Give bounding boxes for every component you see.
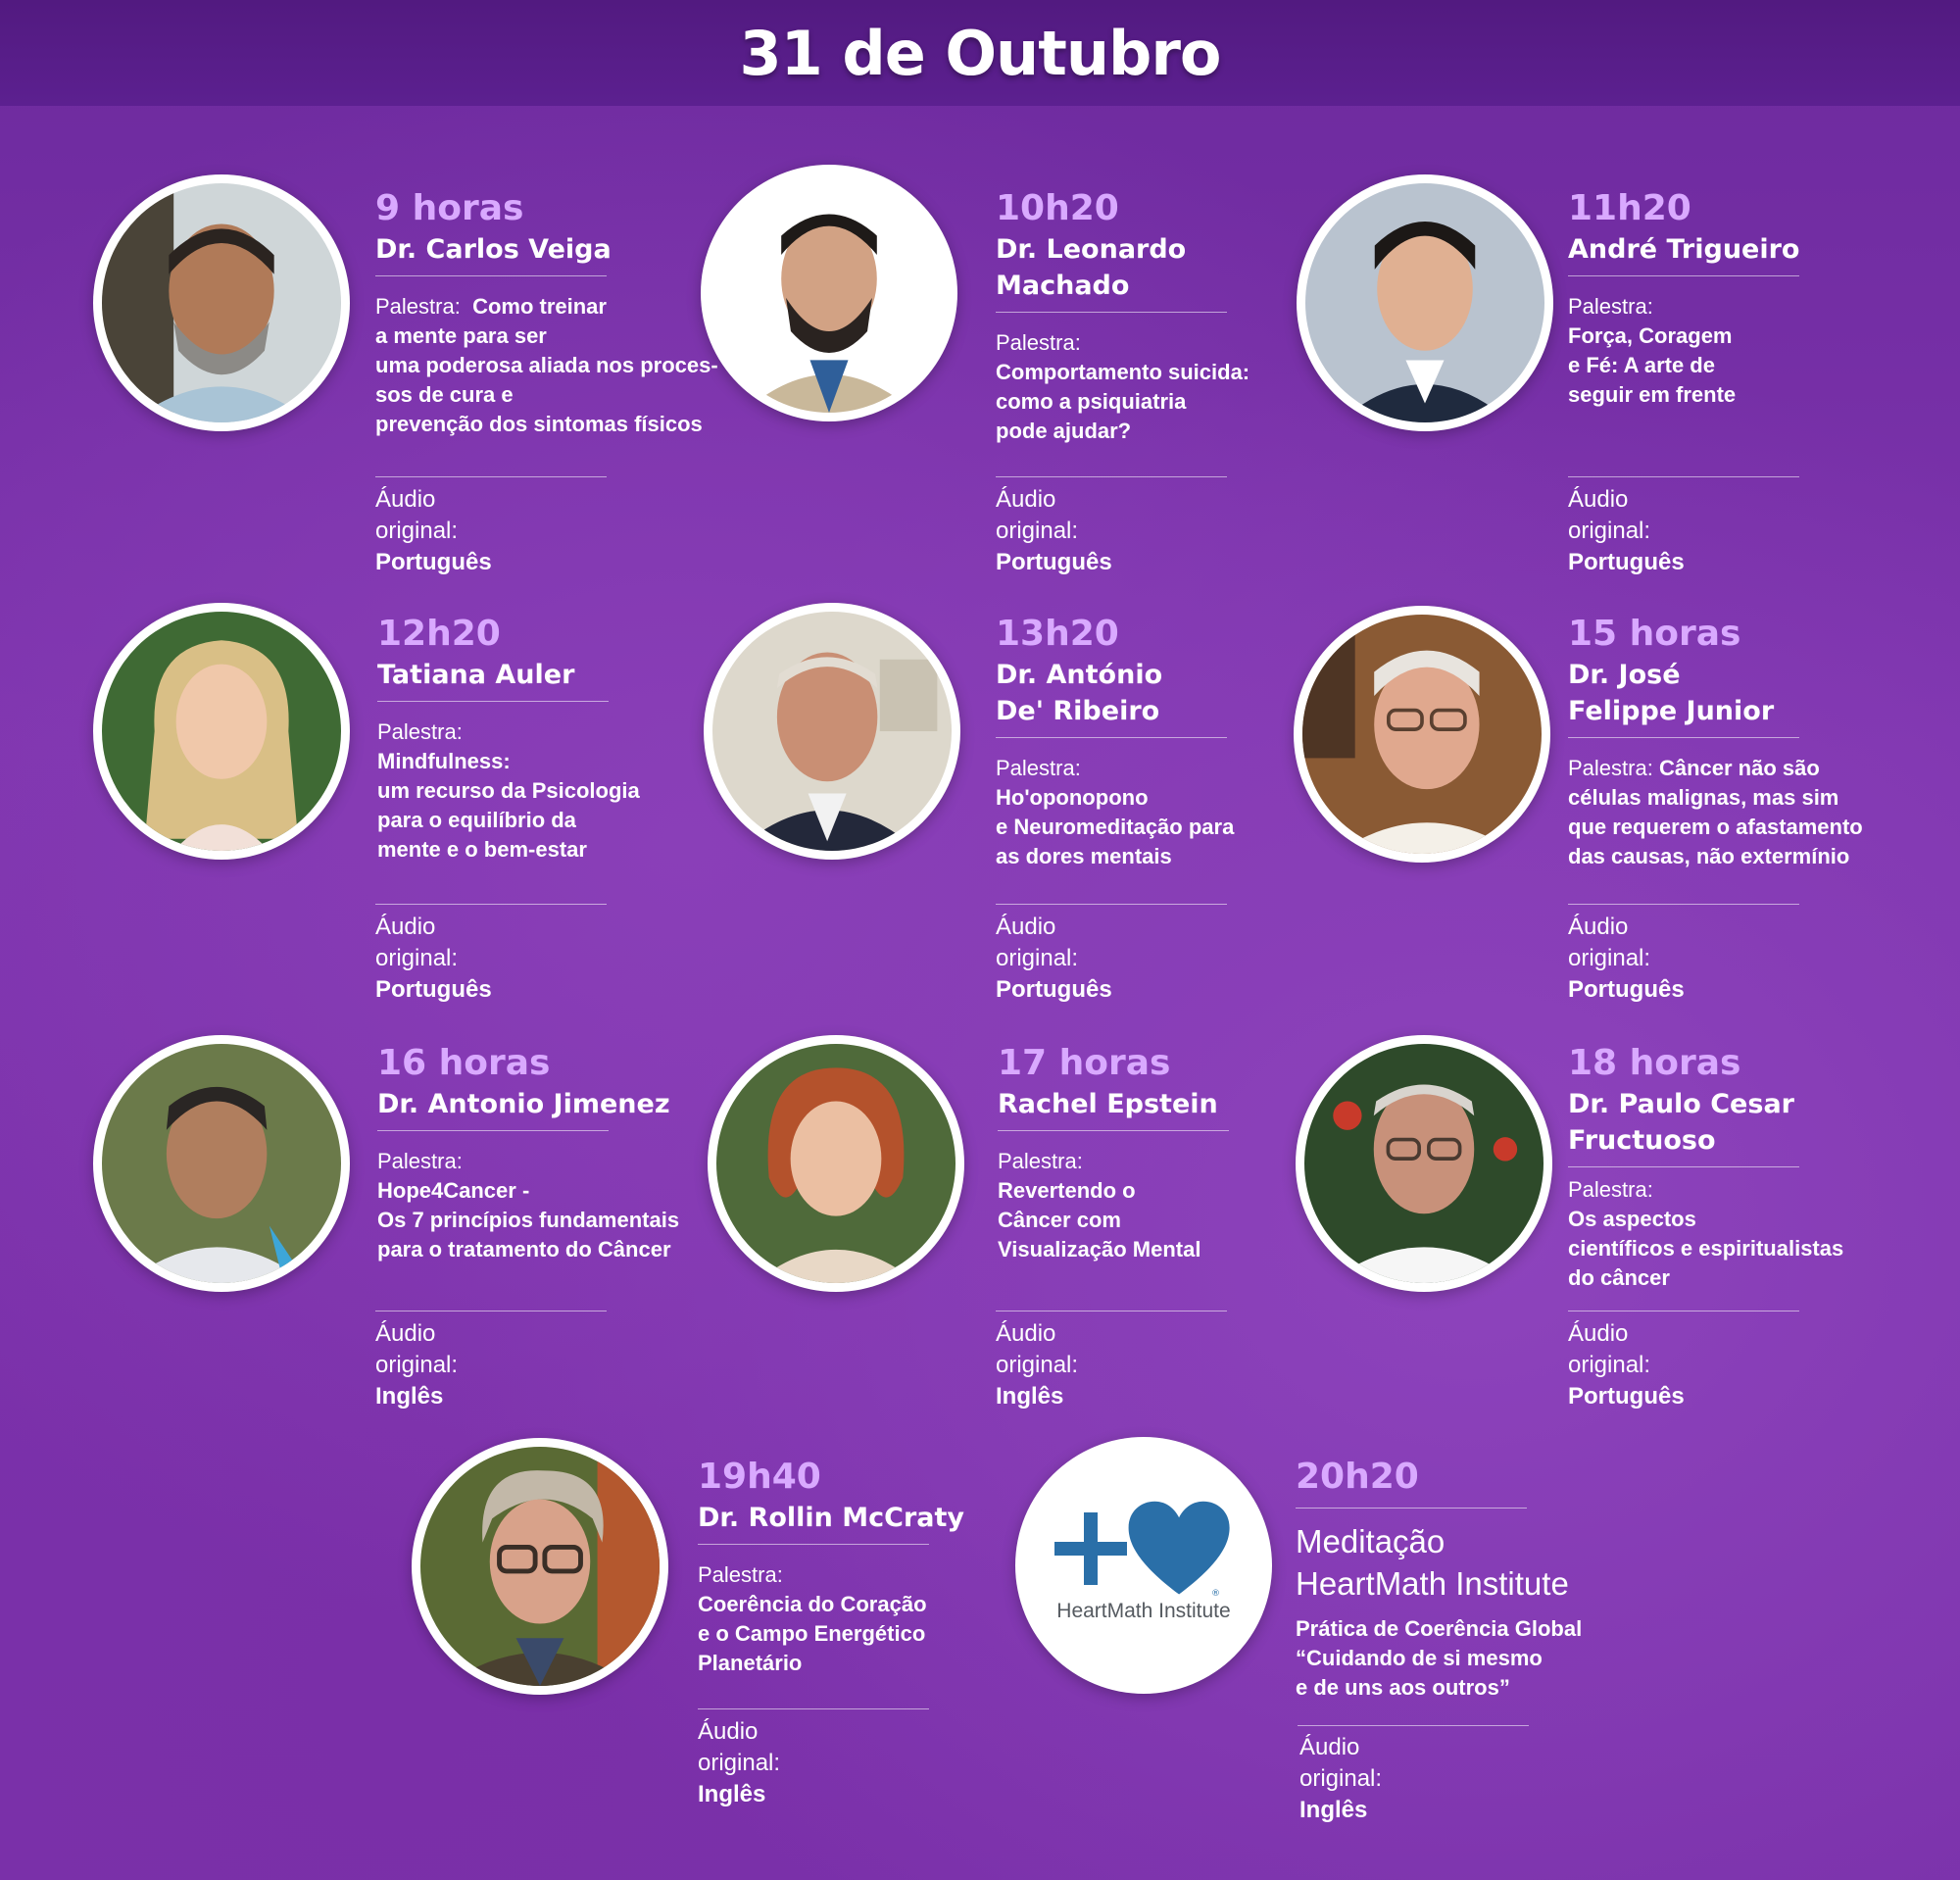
speaker-photo — [1297, 174, 1553, 431]
heartmath-logo: ® HeartMath Institute — [1015, 1437, 1272, 1694]
meditation-title: HeartMath Institute — [1296, 1565, 1569, 1602]
speaker-name: Dr. Rollin McCraty — [698, 1503, 964, 1533]
session-time: 10h20 — [996, 188, 1119, 228]
audio-language: Áudio original: Português — [375, 914, 492, 1003]
page-title: 31 de Outubro — [739, 17, 1221, 89]
session-time: 16 horas — [377, 1043, 551, 1083]
session-time: 12h20 — [377, 614, 501, 654]
divider — [1298, 1725, 1529, 1726]
lecture-description: Palestra: Força, Coragem e Fé: A arte de… — [1568, 294, 1737, 407]
divider — [375, 904, 607, 905]
speaker-photo — [93, 603, 350, 860]
lecture-description: Palestra: Hope4Cancer - Os 7 princípios … — [377, 1149, 680, 1262]
audio-language: Áudio original: Português — [996, 486, 1112, 575]
audio-language: Áudio original: Inglês — [996, 1320, 1079, 1410]
speaker-name: Felippe Junior — [1568, 696, 1775, 726]
audio-language: Áudio original: Inglês — [375, 1320, 459, 1410]
session-time: 17 horas — [998, 1043, 1171, 1083]
speaker-name: Dr. António — [996, 660, 1163, 690]
portrait-icon — [420, 1447, 660, 1686]
divider — [1568, 476, 1799, 477]
speaker-name: Rachel Epstein — [998, 1089, 1218, 1119]
heartmath-logo-icon: ® HeartMath Institute — [1054, 1501, 1231, 1622]
speaker-name: Fructuoso — [1568, 1125, 1716, 1156]
session-time: 18 horas — [1568, 1043, 1741, 1083]
registered-mark: ® — [1211, 1589, 1220, 1599]
portrait-icon — [712, 612, 952, 851]
portrait-icon — [1305, 183, 1544, 422]
speaker-photo — [704, 603, 960, 860]
speaker-name: Dr. Carlos Veiga — [375, 234, 612, 265]
speaker-name: Dr. José — [1568, 660, 1681, 690]
speaker-photo — [708, 1035, 964, 1292]
portrait-icon — [716, 1044, 956, 1283]
divider — [996, 476, 1227, 477]
speaker-name: André Trigueiro — [1568, 234, 1800, 265]
lecture-description: Palestra: Comportamento suicida: como a … — [996, 330, 1250, 443]
speaker-photo — [1294, 606, 1550, 863]
lecture-description: Palestra: Coerência do Coração e o Campo… — [698, 1562, 927, 1675]
divider — [375, 476, 607, 477]
portrait-icon — [1302, 615, 1542, 854]
divider — [996, 737, 1227, 738]
meditation-description: Prática de Coerência Global “Cuidando de… — [1296, 1616, 1583, 1700]
portrait-icon — [1304, 1044, 1544, 1283]
session-time: 20h20 — [1296, 1457, 1419, 1497]
lecture-description: Palestra: Ho'oponopono e Neuromeditação … — [996, 756, 1235, 868]
audio-language: Áudio original: Português — [996, 914, 1112, 1003]
lecture-description: Palestra: Como treinar a mente para ser … — [375, 294, 718, 436]
speaker-photo — [93, 174, 350, 431]
divider — [1568, 904, 1799, 905]
speaker-name: De' Ribeiro — [996, 696, 1160, 726]
divider — [1296, 1508, 1527, 1509]
page-header: 31 de Outubro — [0, 0, 1960, 106]
speaker-photo — [93, 1035, 350, 1292]
divider — [996, 312, 1227, 313]
audio-language: Áudio original: Inglês — [1299, 1734, 1383, 1823]
speaker-name: Dr. Leonardo — [996, 234, 1187, 265]
divider — [1568, 737, 1799, 738]
audio-language: Áudio original: Inglês — [698, 1718, 781, 1807]
portrait-icon — [102, 183, 341, 422]
lecture-description: Palestra: Os aspectos científicos e espi… — [1568, 1177, 1844, 1290]
session-time: 19h40 — [698, 1457, 821, 1497]
divider — [1568, 1166, 1799, 1167]
speaker-photo — [412, 1438, 668, 1695]
portrait-icon — [102, 612, 341, 851]
lecture-description: Palestra: Revertendo o Câncer com Visual… — [998, 1149, 1201, 1262]
divider — [698, 1708, 929, 1709]
divider — [698, 1544, 929, 1545]
speaker-photo — [701, 165, 957, 421]
audio-language: Áudio original: Português — [375, 486, 492, 575]
divider — [996, 904, 1227, 905]
speaker-name: Tatiana Auler — [377, 660, 575, 690]
speaker-name: Machado — [996, 271, 1130, 301]
divider — [377, 1130, 609, 1131]
session-time: 11h20 — [1568, 188, 1691, 228]
audio-language: Áudio original: Português — [1568, 914, 1685, 1003]
portrait-icon — [710, 173, 949, 413]
session-time: 15 horas — [1568, 614, 1741, 654]
speaker-name: Dr. Antonio Jimenez — [377, 1089, 670, 1119]
lecture-description: Palestra: Mindfulness: um recurso da Psi… — [377, 719, 640, 862]
audio-language: Áudio original: Português — [1568, 1320, 1685, 1410]
speaker-photo — [1296, 1035, 1552, 1292]
divider — [998, 1130, 1229, 1131]
meditation-title: Meditação — [1296, 1523, 1446, 1559]
divider — [377, 701, 609, 702]
divider — [1568, 275, 1799, 276]
session-time: 13h20 — [996, 614, 1119, 654]
lecture-description: Palestra: Câncer não são células maligna… — [1568, 756, 1863, 868]
speaker-name: Dr. Paulo Cesar — [1568, 1089, 1794, 1119]
portrait-icon — [102, 1044, 341, 1283]
audio-language: Áudio original: Português — [1568, 486, 1685, 575]
logo-text: HeartMath Institute — [1056, 1600, 1230, 1622]
session-time: 9 horas — [375, 188, 524, 228]
divider — [375, 275, 607, 276]
